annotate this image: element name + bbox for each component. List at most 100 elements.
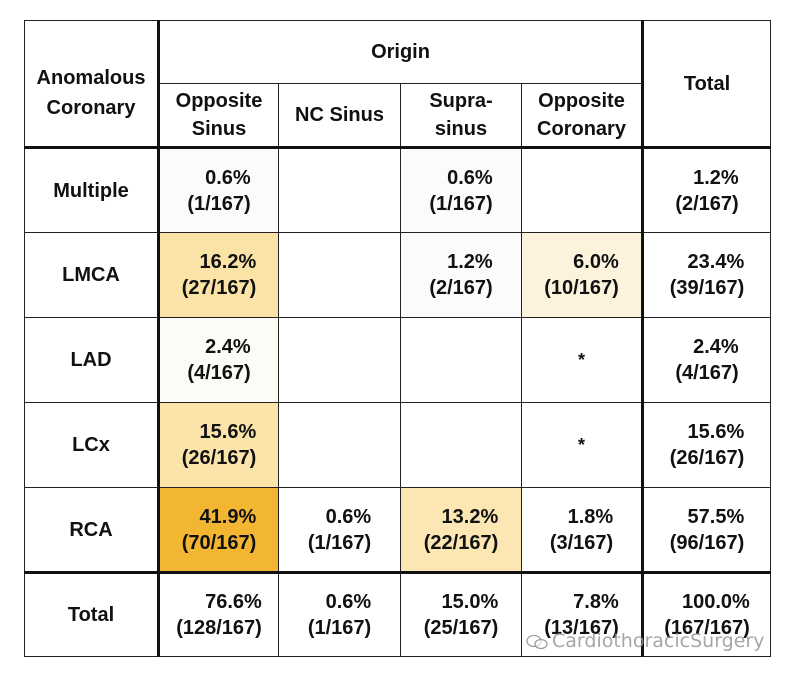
cell-percent: 13.2% xyxy=(441,505,499,528)
cell-value: 0.6% (1/167) xyxy=(429,165,492,217)
cell-fraction: (1/167) xyxy=(187,192,251,215)
chat-bubble-icon xyxy=(526,634,548,649)
row-total-cell: 57.5% (96/167) xyxy=(641,487,772,573)
cell-fraction: (26/167) xyxy=(181,447,257,469)
cell-percent: 100.0% xyxy=(681,591,750,613)
cell-value: 0.6% (1/167) xyxy=(308,589,371,641)
row-label: LAD xyxy=(24,317,160,403)
data-cell xyxy=(400,402,522,488)
data-cell: 6.0% (10/167) xyxy=(520,232,644,318)
cell-fraction: (27/167) xyxy=(181,277,257,299)
cell-fraction: (96/167) xyxy=(669,531,745,554)
cell-value: 76.6% (128/167) xyxy=(176,589,262,641)
cell-value: 7.8% (13/167) xyxy=(544,589,619,641)
cell-percent: 0.6% xyxy=(325,505,372,528)
column-header-0: Opposite Sinus xyxy=(158,83,279,149)
data-cell: 15.6% (26/167) xyxy=(158,402,279,488)
row-label: LMCA xyxy=(24,232,160,318)
cell-value: 1.2% (2/167) xyxy=(429,249,492,301)
cell-percent: 57.5% xyxy=(687,505,745,528)
cell-percent: 6.0% xyxy=(573,251,619,273)
column-header-label: Opposite Sinus xyxy=(175,90,263,140)
cell-value: 16.2% (27/167) xyxy=(182,249,257,301)
table-row: LMCA 16.2% (27/167) 1.2% (2/167) 6.0% (10/167)… xyxy=(24,232,772,318)
column-total-cell: 0.6% (1/167) xyxy=(278,571,401,657)
data-cell xyxy=(278,147,401,233)
data-cell: 41.9% (70/167) xyxy=(158,487,279,573)
corner-header: Anomalous Coronary xyxy=(24,20,160,149)
cell-value: 41.9% (70/167) xyxy=(182,504,257,556)
cell-value: 15.6% (26/167) xyxy=(182,419,257,471)
cell-value: 6.0% (10/167) xyxy=(544,249,619,301)
total-column-header: Total xyxy=(641,20,772,149)
column-header-2: Supra-sinus xyxy=(400,83,522,149)
data-cell: * xyxy=(520,402,644,488)
cell-percent: 1.2% xyxy=(447,251,493,273)
data-cell xyxy=(520,147,644,233)
data-cell xyxy=(400,317,522,403)
watermark: CardiothoracicSurgery xyxy=(526,630,764,652)
cell-value: 1.8% (3/167) xyxy=(550,504,613,556)
cell-fraction: (4/167) xyxy=(675,362,739,384)
row-label: LCx xyxy=(24,402,160,488)
origin-group-header: Origin xyxy=(157,20,644,84)
cell-value: 1.2% (2/167) xyxy=(675,165,738,217)
cell-value: 100.0% (167/167) xyxy=(664,589,750,641)
data-cell: 1.8% (3/167) xyxy=(520,487,644,573)
cell-percent: 41.9% xyxy=(199,505,257,528)
cell-percent: * xyxy=(578,350,586,370)
cell-fraction: (10/167) xyxy=(544,277,619,299)
row-total-cell: 23.4% (39/167) xyxy=(641,232,772,318)
cell-percent: 15.6% xyxy=(687,421,745,443)
data-cell xyxy=(278,402,401,488)
cell-fraction: (39/167) xyxy=(669,277,745,299)
cell-fraction: (1/167) xyxy=(307,531,372,554)
cell-percent: 0.6% xyxy=(205,166,251,189)
cell-percent: 0.6% xyxy=(447,166,493,189)
cell-value: 15.0% (25/167) xyxy=(424,589,499,641)
cell-value: * xyxy=(578,347,585,373)
cell-fraction: (3/167) xyxy=(549,531,614,554)
column-header-label: NC Sinus xyxy=(295,104,384,126)
data-cell: 0.6% (1/167) xyxy=(400,147,522,233)
cell-percent: 15.0% xyxy=(441,591,499,613)
cell-fraction: (128/167) xyxy=(176,617,262,639)
cell-percent: 0.6% xyxy=(325,591,372,613)
column-header-label: Opposite Coronary xyxy=(537,90,626,140)
cell-value: 23.4% (39/167) xyxy=(670,249,745,301)
data-cell: 13.2% (22/167) xyxy=(400,487,522,573)
cell-percent: 76.6% xyxy=(205,591,262,613)
cell-percent: 7.8% xyxy=(573,591,619,613)
column-total-cell: 15.0% (25/167) xyxy=(400,571,522,657)
total-row-label: Total xyxy=(24,571,160,657)
cell-value: 2.4% (4/167) xyxy=(187,334,250,386)
cell-fraction: (70/167) xyxy=(181,531,257,554)
table-row: Multiple 0.6% (1/167) 0.6% (1/167) 1.2% (2/167… xyxy=(24,147,772,233)
grand-total-cell: 100.0% (167/167) xyxy=(641,571,772,657)
cell-percent: 16.2% xyxy=(199,251,257,273)
cell-fraction: (22/167) xyxy=(423,531,499,554)
data-cell: 2.4% (4/167) xyxy=(158,317,279,403)
column-header-3: Opposite Coronary xyxy=(520,83,644,149)
cell-fraction: (25/167) xyxy=(423,617,499,639)
cell-fraction: (1/167) xyxy=(307,617,372,639)
total-row: Total 76.6% (128/167) 0.6% (1/167) 15.0% (25/1… xyxy=(24,571,772,657)
data-cell: 16.2% (27/167) xyxy=(158,232,279,318)
data-cell xyxy=(278,232,401,318)
cell-value: 0.6% (1/167) xyxy=(187,165,250,217)
cell-percent: 2.4% xyxy=(205,336,251,358)
cell-value: 2.4% (4/167) xyxy=(675,334,738,386)
cell-fraction: (4/167) xyxy=(187,362,251,384)
row-total-cell: 2.4% (4/167) xyxy=(641,317,772,403)
cell-fraction: (2/167) xyxy=(429,277,493,299)
corner-header-label: Anomalous Coronary xyxy=(36,67,146,119)
cell-percent: 15.6% xyxy=(199,421,257,443)
row-label: RCA xyxy=(24,487,160,573)
data-cell: 1.2% (2/167) xyxy=(400,232,522,318)
cell-percent: 1.8% xyxy=(567,505,614,528)
table-row: LCx 15.6% (26/167) * 15.6% (26/167) xyxy=(24,402,772,488)
cell-percent: * xyxy=(578,435,586,455)
cell-fraction: (2/167) xyxy=(675,192,739,215)
row-total-cell: 1.2% (2/167) xyxy=(641,147,772,233)
data-cell: 0.6% (1/167) xyxy=(158,147,279,233)
